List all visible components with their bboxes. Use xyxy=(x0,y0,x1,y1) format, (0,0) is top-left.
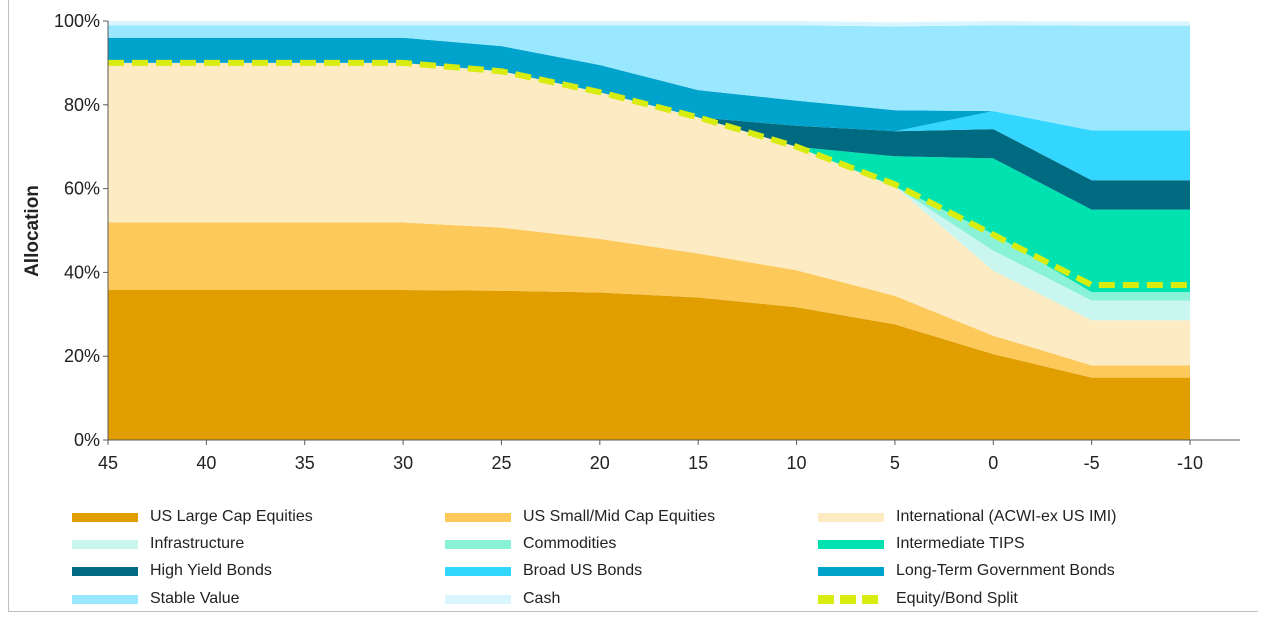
legend-item: Infrastructure xyxy=(72,534,244,554)
equity-bond-split-line xyxy=(108,59,1190,288)
legend-item: Cash xyxy=(445,589,560,609)
x-tick-label: 45 xyxy=(98,453,118,473)
legend-item: Broad US Bonds xyxy=(445,561,642,581)
y-tick-labels: 0% 20% 40% 60% 80% 100% xyxy=(54,11,108,450)
x-tick-label: 15 xyxy=(688,453,708,473)
legend-item: Commodities xyxy=(445,534,616,554)
legend-item: Stable Value xyxy=(72,589,240,609)
legend-label: Equity/Bond Split xyxy=(896,590,1018,607)
chart-frame xyxy=(8,0,1258,612)
legend-label: Commodities xyxy=(523,535,617,552)
y-tick-label: 100% xyxy=(54,11,100,31)
x-tick-label: 35 xyxy=(295,453,315,473)
legend-item: Equity/Bond Split xyxy=(818,589,1018,609)
legend-swatch xyxy=(72,594,138,604)
y-tick-label: 20% xyxy=(64,346,100,366)
y-tick-label: 80% xyxy=(64,95,100,115)
legend-swatch xyxy=(72,539,138,549)
y-tick-label: 60% xyxy=(64,179,100,199)
legend-item: US Small/Mid Cap Equities xyxy=(445,507,715,527)
area-series-9 xyxy=(108,25,1190,131)
legend-label: Cash xyxy=(523,590,561,607)
legend-label: US Large Cap Equities xyxy=(150,508,313,525)
y-tick-label: 40% xyxy=(64,262,100,282)
area-series-10 xyxy=(108,21,1190,27)
legend-label: US Small/Mid Cap Equities xyxy=(523,508,716,525)
area-series-2 xyxy=(108,62,1190,366)
legend-item: US Large Cap Equities xyxy=(72,507,313,527)
stacked-areas xyxy=(108,21,1190,440)
legend-swatch xyxy=(445,539,511,549)
x-tick-label: -10 xyxy=(1177,453,1203,473)
legend-swatch xyxy=(818,594,884,604)
legend-item: Intermediate TIPS xyxy=(818,534,1025,554)
legend-item: International (ACWI-ex US IMI) xyxy=(818,507,1117,527)
legend-swatch xyxy=(445,512,511,522)
axes xyxy=(107,21,1240,441)
legend-swatch xyxy=(72,566,138,576)
legend-swatch xyxy=(818,512,884,522)
x-tick-label: 5 xyxy=(890,453,900,473)
y-axis-label: Allocation xyxy=(22,185,43,277)
legend-item: High Yield Bonds xyxy=(72,561,272,581)
x-tick-label: 30 xyxy=(393,453,413,473)
area-series-5 xyxy=(108,62,1190,293)
x-tick-label: 0 xyxy=(988,453,998,473)
legend-label: International (ACWI-ex US IMI) xyxy=(896,508,1117,525)
area-series-7 xyxy=(108,62,1190,181)
legend-label: Infrastructure xyxy=(150,535,245,552)
x-tick-label: 20 xyxy=(590,453,610,473)
x-tick-labels: 45 40 35 30 25 20 15 10 5 0 -5 -10 xyxy=(98,440,1203,473)
area-series-0 xyxy=(108,290,1190,440)
legend-label: High Yield Bonds xyxy=(150,562,272,579)
x-tick-label: 40 xyxy=(196,453,216,473)
x-tick-label: 25 xyxy=(491,453,511,473)
legend-label: Long-Term Government Bonds xyxy=(896,562,1115,579)
legend-swatch xyxy=(818,566,884,576)
area-series-6 xyxy=(108,62,1190,210)
legend-swatch xyxy=(818,539,884,549)
legend-swatch xyxy=(445,566,511,576)
legend-item: Long-Term Government Bonds xyxy=(818,561,1115,581)
legend-label: Stable Value xyxy=(150,590,240,607)
legend-swatch xyxy=(445,594,511,604)
x-tick-label: -5 xyxy=(1084,453,1100,473)
legend-swatch xyxy=(72,512,138,522)
area-series-1 xyxy=(108,222,1190,378)
legend-label: Broad US Bonds xyxy=(523,562,643,579)
equity-bond-split-layer xyxy=(108,59,1190,288)
y-tick-label: 0% xyxy=(74,430,100,450)
legend-label: Intermediate TIPS xyxy=(896,535,1025,552)
x-tick-label: 10 xyxy=(787,453,807,473)
